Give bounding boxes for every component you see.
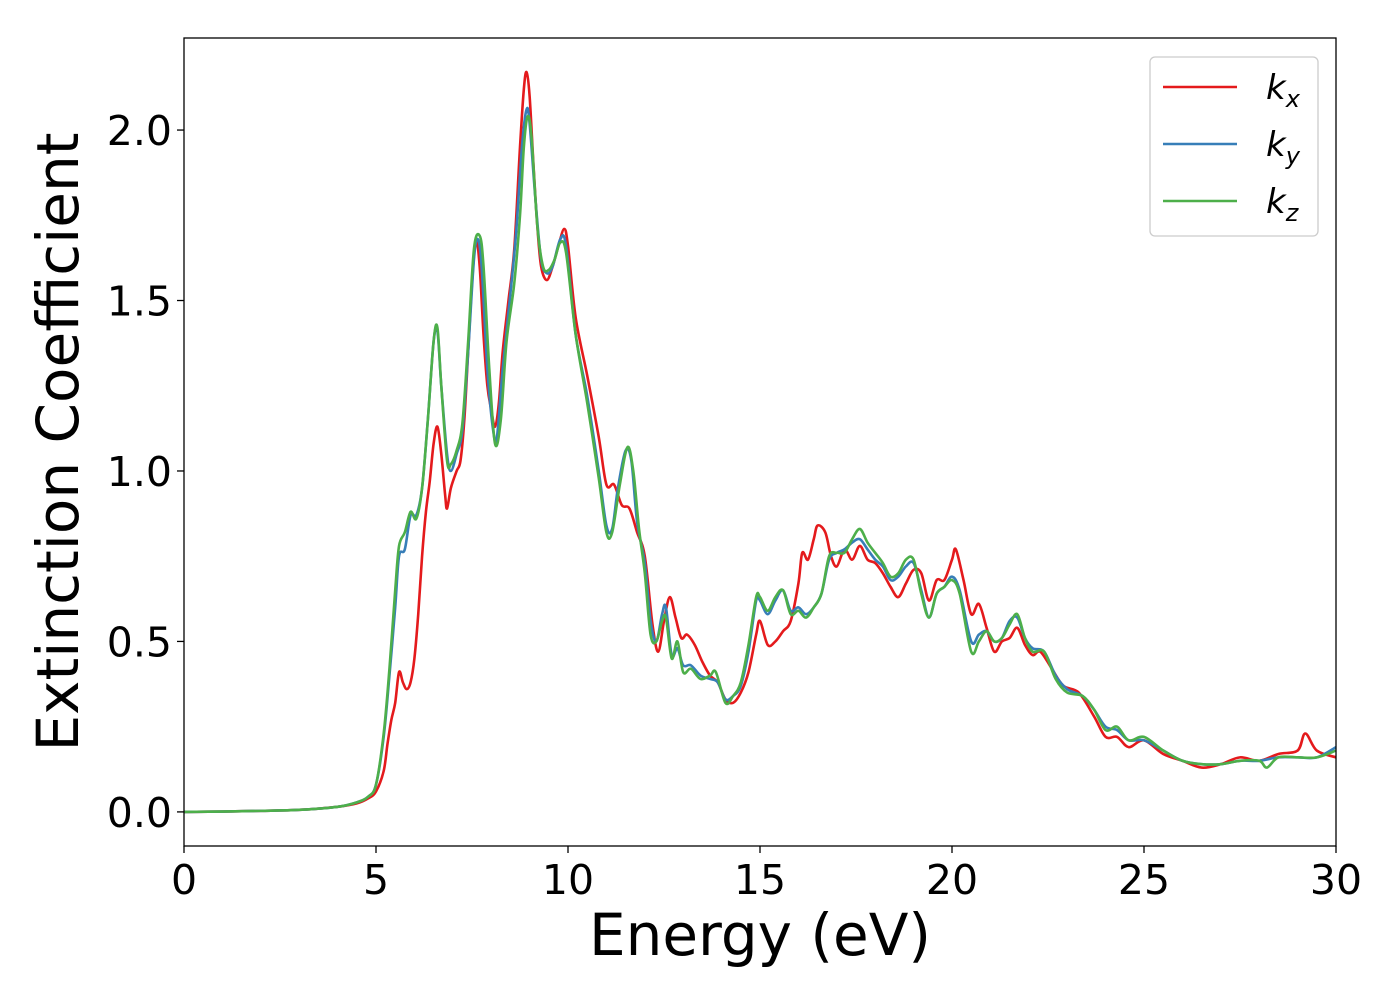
y-tick-label: 1.5 xyxy=(107,278,172,326)
y-axis-ticks: 0.0 0.5 1.0 1.5 2.0 xyxy=(107,107,184,837)
x-axis-ticks: 0 5 10 15 20 25 30 xyxy=(171,846,1362,904)
series-line-k-z xyxy=(184,114,1336,814)
series-layer xyxy=(184,70,1336,814)
x-tick-label: 0 xyxy=(171,856,197,904)
x-tick-label: 30 xyxy=(1310,856,1362,904)
y-tick-label: 0.5 xyxy=(107,618,172,666)
x-tick-label: 20 xyxy=(926,856,978,904)
y-tick-label: 2.0 xyxy=(107,107,172,155)
y-tick-label: 0.0 xyxy=(107,789,172,837)
y-axis-label: Extinction Coefficient xyxy=(24,133,92,752)
y-tick-label: 1.0 xyxy=(107,448,172,496)
legend-label-k-y: ky xyxy=(1266,125,1301,170)
x-tick-label: 15 xyxy=(734,856,786,904)
x-axis-label: Energy (eV) xyxy=(589,901,931,969)
x-tick-label: 10 xyxy=(542,856,594,904)
x-tick-label: 25 xyxy=(1118,856,1170,904)
legend-label-k-x: kx xyxy=(1266,68,1301,113)
series-line-k-x xyxy=(184,70,1336,814)
x-tick-label: 5 xyxy=(363,856,389,904)
legend-box xyxy=(1149,56,1319,237)
